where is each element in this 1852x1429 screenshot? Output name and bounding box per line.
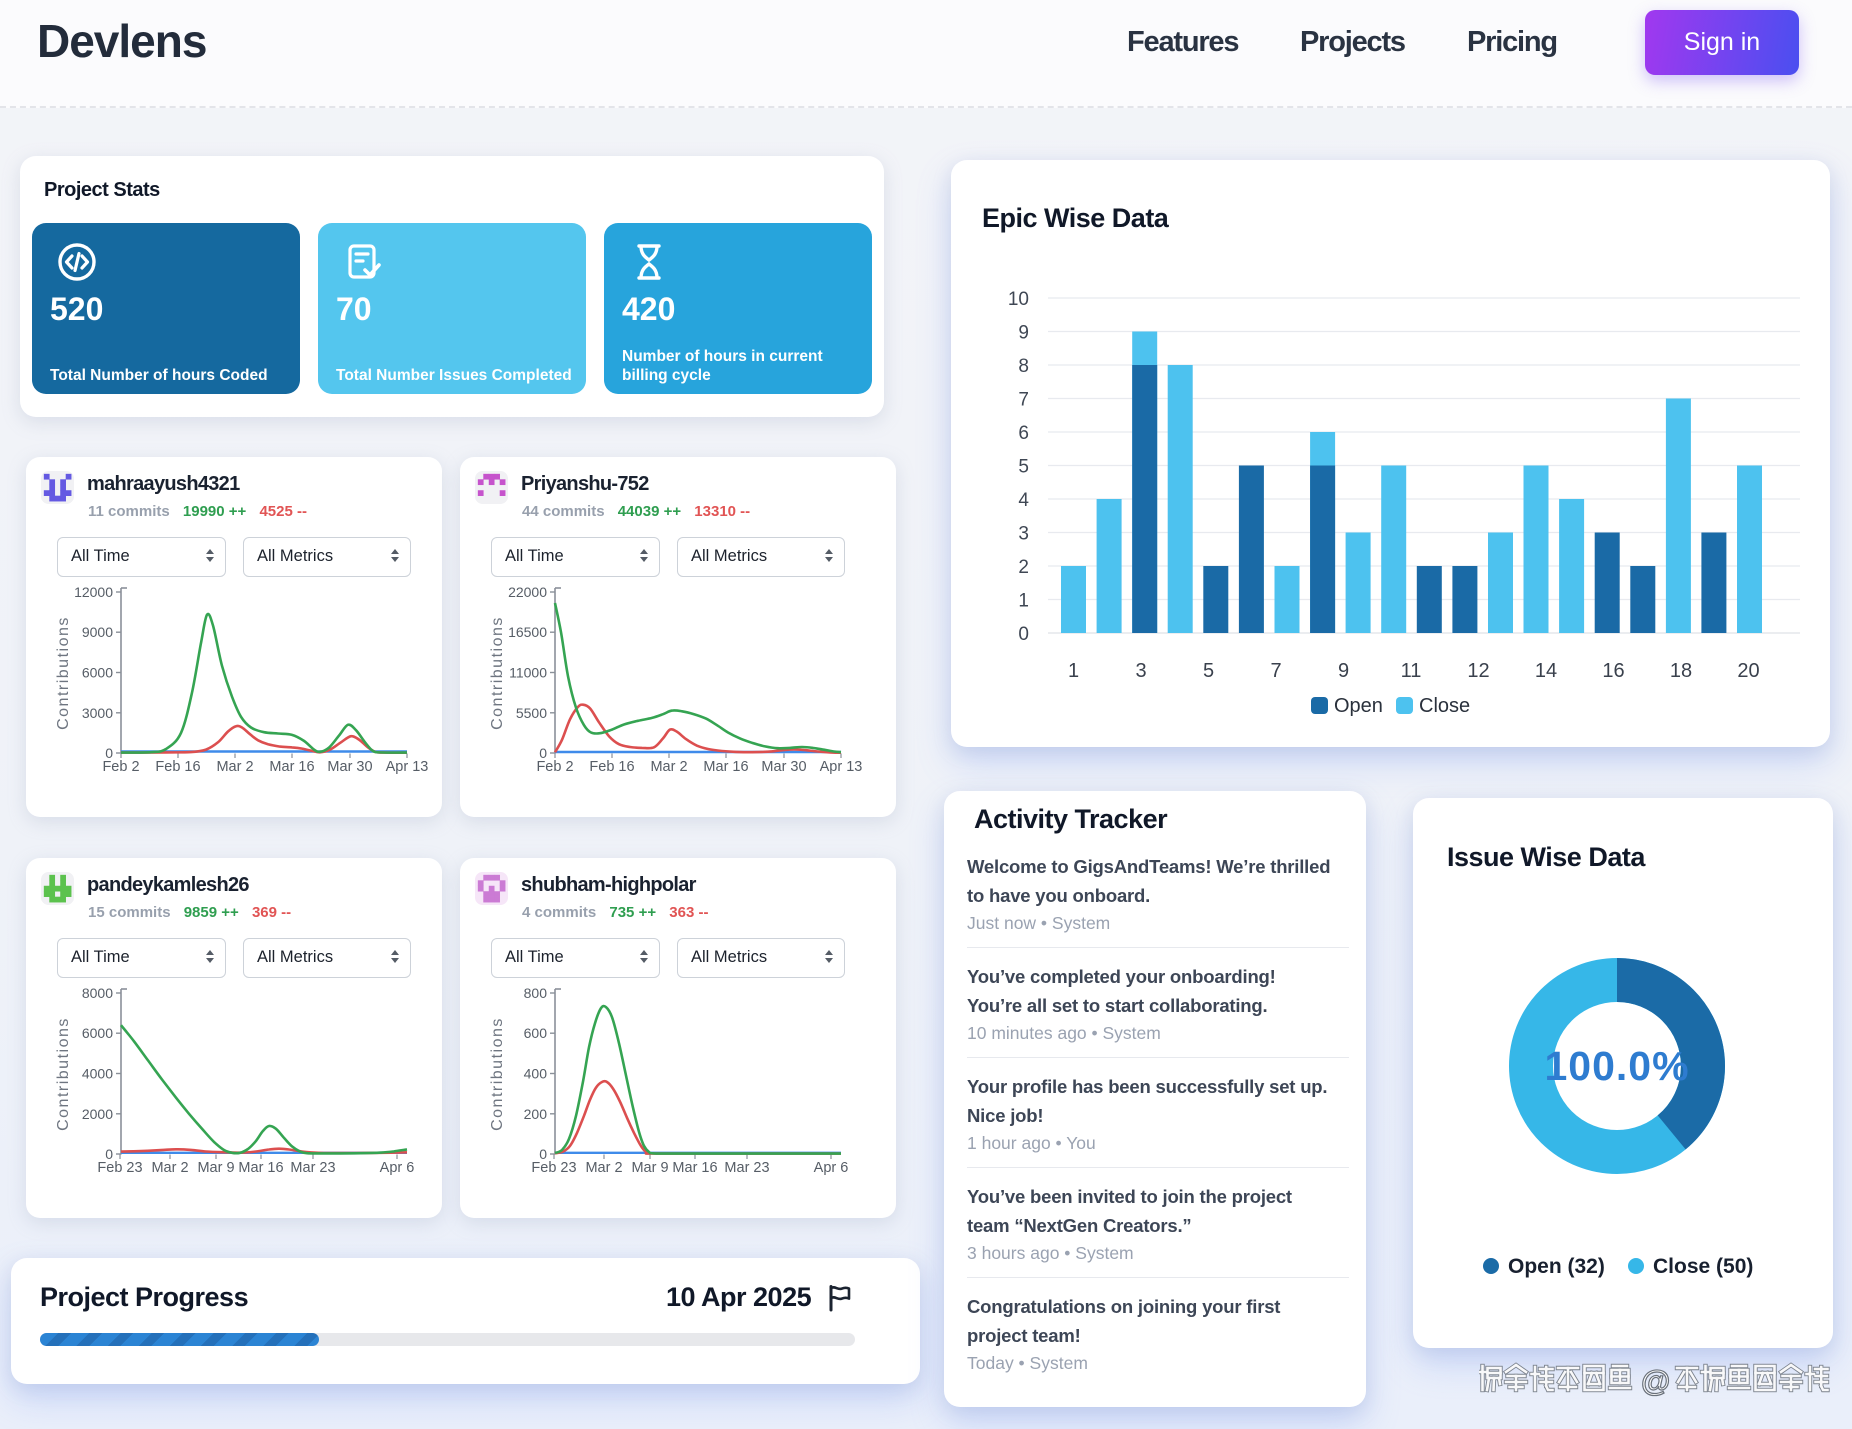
svg-text:Feb 2: Feb 2 — [536, 759, 573, 775]
svg-text:Close: Close — [1419, 695, 1470, 717]
svg-text:9: 9 — [1338, 660, 1349, 682]
svg-text:8000: 8000 — [82, 985, 113, 1001]
svg-text:Open (32): Open (32) — [1508, 1255, 1605, 1278]
svg-text:9000: 9000 — [82, 624, 113, 640]
svg-text:2: 2 — [1018, 557, 1029, 578]
svg-text:6000: 6000 — [82, 665, 113, 681]
svg-text:Mar 16: Mar 16 — [238, 1160, 283, 1176]
svg-text:5: 5 — [1018, 457, 1029, 478]
svg-text:Apr 6: Apr 6 — [380, 1160, 415, 1176]
svg-text:Apr 13: Apr 13 — [386, 759, 429, 775]
svg-text:Mar 30: Mar 30 — [761, 759, 806, 775]
svg-text:600: 600 — [524, 1025, 548, 1041]
svg-text:3: 3 — [1135, 660, 1146, 682]
svg-text:7: 7 — [1018, 390, 1029, 411]
svg-text:20: 20 — [1737, 660, 1759, 682]
svg-text:0: 0 — [539, 745, 547, 761]
svg-text:100.0%: 100.0% — [1544, 1043, 1689, 1089]
svg-text:Apr 13: Apr 13 — [820, 759, 863, 775]
svg-text:Feb 16: Feb 16 — [155, 759, 200, 775]
svg-text:5: 5 — [1203, 660, 1214, 682]
svg-text:16500: 16500 — [508, 624, 547, 640]
svg-text:9: 9 — [1018, 323, 1029, 344]
svg-text:Contributions: Contributions — [489, 1017, 506, 1131]
svg-text:Mar 9: Mar 9 — [197, 1160, 234, 1176]
svg-text:@: @ — [1641, 1365, 1670, 1398]
svg-text:Mar 30: Mar 30 — [327, 759, 372, 775]
svg-text:Contributions: Contributions — [489, 616, 506, 730]
svg-text:Mar 2: Mar 2 — [216, 759, 253, 775]
svg-text:11: 11 — [1401, 660, 1422, 682]
svg-text:Mar 2: Mar 2 — [650, 759, 687, 775]
svg-text:Close (50): Close (50) — [1653, 1255, 1753, 1278]
svg-text:Mar 16: Mar 16 — [269, 759, 314, 775]
svg-text:12: 12 — [1467, 660, 1489, 682]
svg-text:Feb 16: Feb 16 — [589, 759, 634, 775]
svg-text:400: 400 — [524, 1066, 548, 1082]
svg-text:Mar 23: Mar 23 — [290, 1160, 335, 1176]
svg-text:Contributions: Contributions — [55, 616, 72, 730]
svg-text:Mar 2: Mar 2 — [585, 1160, 622, 1176]
svg-text:7: 7 — [1270, 660, 1281, 682]
svg-text:Open: Open — [1334, 695, 1383, 717]
svg-text:Mar 16: Mar 16 — [672, 1160, 717, 1176]
svg-text:14: 14 — [1535, 660, 1557, 682]
svg-text:10: 10 — [1008, 289, 1029, 310]
svg-text:4000: 4000 — [82, 1066, 113, 1082]
svg-text:0: 0 — [539, 1146, 547, 1162]
svg-text:3: 3 — [1018, 524, 1029, 545]
svg-text:8: 8 — [1018, 356, 1029, 377]
svg-text:22000: 22000 — [508, 584, 547, 600]
svg-text:6000: 6000 — [82, 1025, 113, 1041]
svg-text:Mar 23: Mar 23 — [724, 1160, 769, 1176]
svg-text:1: 1 — [1068, 660, 1079, 682]
svg-text:16: 16 — [1602, 660, 1624, 682]
svg-text:18: 18 — [1670, 660, 1692, 682]
svg-text:Feb 2: Feb 2 — [102, 759, 139, 775]
svg-text:1: 1 — [1018, 591, 1029, 612]
svg-text:3000: 3000 — [82, 705, 113, 721]
svg-text:Mar 2: Mar 2 — [151, 1160, 188, 1176]
svg-text:Mar 9: Mar 9 — [631, 1160, 668, 1176]
svg-text:6: 6 — [1018, 423, 1029, 444]
svg-text:2000: 2000 — [82, 1106, 113, 1122]
svg-text:5500: 5500 — [516, 705, 547, 721]
svg-text:0: 0 — [105, 745, 113, 761]
svg-text:11000: 11000 — [509, 665, 547, 681]
svg-text:800: 800 — [524, 985, 548, 1001]
svg-text:12000: 12000 — [74, 584, 113, 600]
svg-text:0: 0 — [1018, 624, 1029, 645]
svg-text:Contributions: Contributions — [55, 1017, 72, 1131]
svg-text:0: 0 — [105, 1146, 113, 1162]
svg-text:Feb 23: Feb 23 — [97, 1160, 142, 1176]
svg-text:Mar 16: Mar 16 — [703, 759, 748, 775]
svg-text:Apr 6: Apr 6 — [814, 1160, 849, 1176]
svg-text:Feb 23: Feb 23 — [531, 1160, 576, 1176]
svg-text:4: 4 — [1018, 490, 1029, 511]
svg-text:200: 200 — [524, 1106, 548, 1122]
